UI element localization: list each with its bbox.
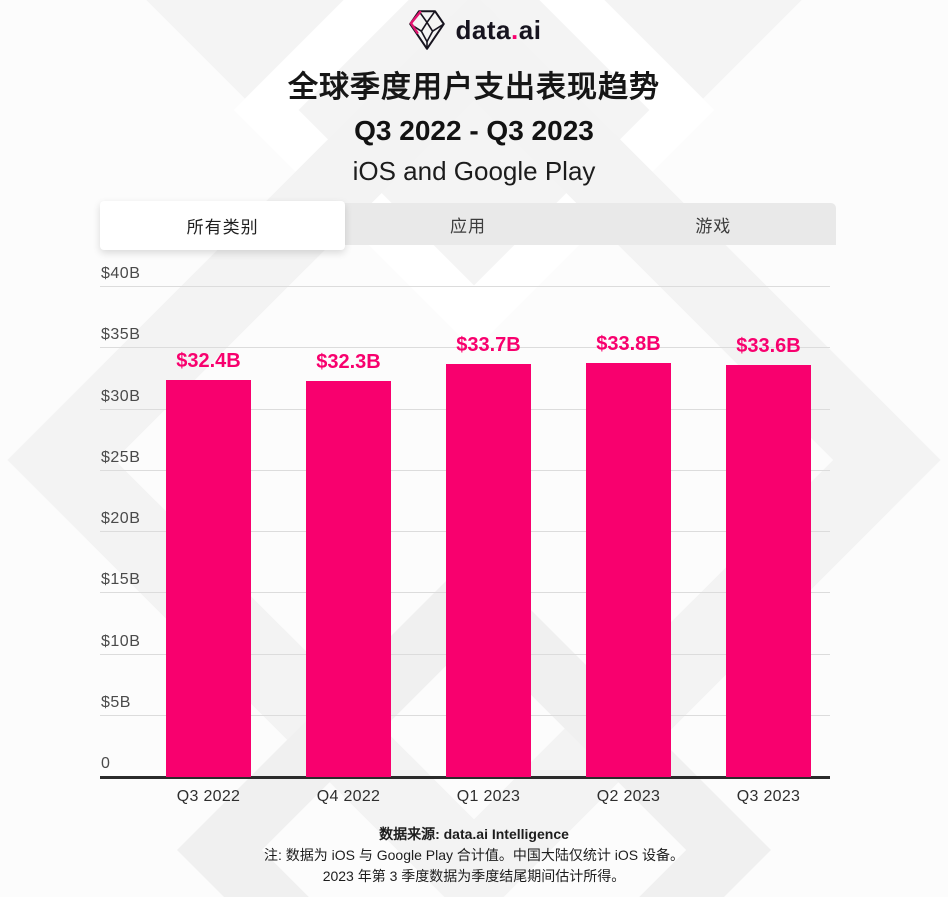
footnote-line-1: 注: 数据为 iOS 与 Google Play 合计值。中国大陆仅统计 iOS… — [263, 847, 685, 863]
bar-value-label: $33.8B — [596, 332, 661, 355]
category-tabbar: 所有类别 应用 游戏 — [100, 201, 836, 250]
bar-value-label: $32.4B — [176, 350, 241, 373]
bar-value-label: $32.3B — [316, 351, 381, 374]
gem-icon — [407, 8, 447, 52]
x-axis-tick-label: Q1 2023 — [456, 788, 521, 805]
x-axis-tick-label: Q2 2023 — [596, 788, 661, 805]
bar-value-label: $33.7B — [456, 334, 521, 357]
x-axis-tick-label: Q3 2022 — [176, 788, 241, 805]
brand-name: data.ai — [455, 14, 542, 45]
tab-games[interactable]: 游戏 — [695, 216, 732, 236]
x-axis-tick-label: Q4 2022 — [316, 788, 381, 805]
brand-logo: data.ai — [0, 8, 948, 52]
page-title: 全球季度用户支出表现趋势 — [288, 71, 660, 104]
y-axis-tick-label: $25B — [101, 448, 141, 466]
gridline — [100, 286, 830, 287]
bar-q2-2023 — [586, 362, 671, 777]
x-axis-tick-label: Q3 2023 — [736, 788, 801, 805]
y-axis-tick-label: $5B — [101, 693, 131, 711]
x-axis-line — [100, 776, 830, 779]
chart-header: 全球季度用户支出表现趋势 Q3 2022 - Q3 2023 iOS and G… — [0, 62, 948, 187]
bar-q4-2022 — [306, 381, 391, 777]
y-axis-tick-label: $30B — [101, 387, 141, 405]
footnote-line-2: 2023 年第 3 季度数据为季度结尾期间估计所得。 — [322, 868, 626, 884]
y-axis-tick-label: 0 — [101, 755, 111, 772]
bar-q3-2023 — [726, 365, 811, 777]
chart-footnotes: 数据来源: data.ai Intelligence 注: 数据为 iOS 与 … — [0, 824, 948, 887]
tab-apps[interactable]: 应用 — [449, 216, 486, 236]
platform-subtitle: iOS and Google Play — [352, 156, 596, 186]
bar-q3-2022 — [166, 380, 251, 777]
y-axis-tick-label: $15B — [101, 571, 141, 589]
date-range-title: Q3 2022 - Q3 2023 — [354, 115, 594, 146]
data-source-note: 数据来源: data.ai Intelligence — [379, 826, 569, 842]
bar-value-label: $33.6B — [736, 335, 801, 358]
bar-q1-2023 — [446, 364, 531, 777]
bar-chart: 0 $5B $10B $15B $20B $25B $30B $35B $40B $32.4B Q3… — [100, 265, 830, 805]
y-axis-tick-label: $40B — [101, 265, 141, 282]
y-axis-tick-label: $35B — [101, 326, 141, 344]
gridline — [100, 347, 830, 349]
y-axis-tick-label: $20B — [101, 510, 141, 527]
tab-all-categories[interactable]: 所有类别 — [100, 201, 346, 250]
y-axis-tick-label: $10B — [101, 632, 141, 650]
